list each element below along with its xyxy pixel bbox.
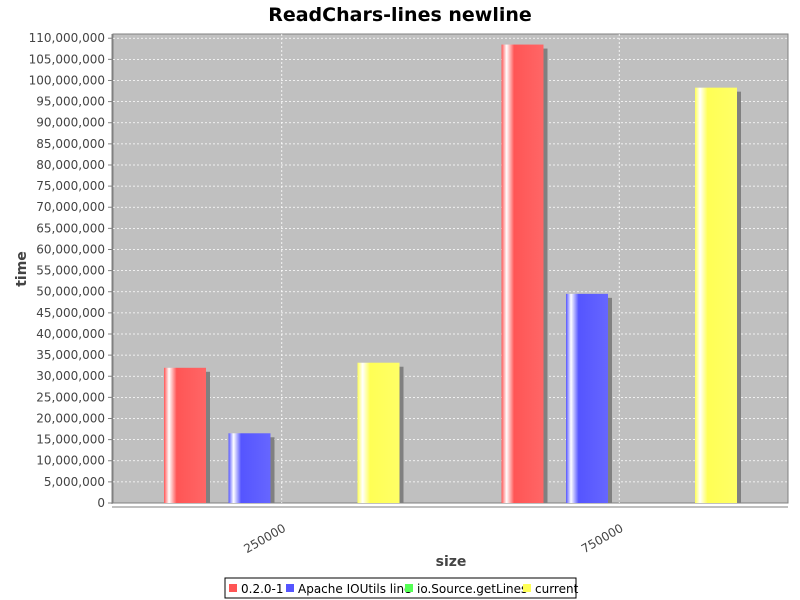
y-tick-label: 5,000,000 [44,475,105,489]
y-tick-label: 30,000,000 [36,369,105,383]
bar [566,293,608,503]
x-tick-label: 750000 [579,521,626,556]
y-tick-label: 110,000,000 [29,31,105,45]
y-tick-label: 75,000,000 [36,179,105,193]
legend-label: 0.2.0-1 [241,582,284,596]
bar [164,367,206,503]
y-tick-label: 40,000,000 [36,327,105,341]
bar [357,362,400,503]
plot-area [112,33,789,504]
y-tick-label: 95,000,000 [36,95,105,109]
y-tick-label: 100,000,000 [29,73,105,87]
y-tick-label: 20,000,000 [36,411,105,425]
y-tick-label: 80,000,000 [36,158,105,172]
grid-lines [113,34,788,503]
y-tick-label: 0 [97,496,105,510]
legend-swatch [286,584,294,592]
legend-swatch [405,584,413,592]
y-tick-label: 60,000,000 [36,242,105,256]
y-tick-label: 55,000,000 [36,264,105,278]
bars-group [164,44,741,504]
y-tick-label: 85,000,000 [36,137,105,151]
chart-title: ReadChars-lines newline [268,4,532,26]
legend-label: current [535,582,579,596]
y-tick-label: 65,000,000 [36,221,105,235]
y-axis-ticks: 0 5,000,000 10,000,000 15,000,000 20,000,000… [29,31,112,510]
x-axis-label: size [436,554,467,570]
legend-box [224,577,577,599]
legend-swatch [229,584,237,592]
y-tick-label: 90,000,000 [36,116,105,130]
y-tick-label: 50,000,000 [36,285,105,299]
legend: 0.2.0-1 Apache IOUtils line io.Source.getL… [224,577,579,599]
legend-label: Apache IOUtils line [298,582,411,596]
bar [695,87,737,503]
bar [228,433,271,503]
y-tick-label: 10,000,000 [36,454,105,468]
y-tick-label: 35,000,000 [36,348,105,362]
y-tick-label: 45,000,000 [36,306,105,320]
y-tick-label: 25,000,000 [36,390,105,404]
y-tick-label: 15,000,000 [36,433,105,447]
y-axis-label: time [14,251,30,287]
legend-swatch [523,584,531,592]
bar [501,44,544,504]
legend-label: io.Source.getLines [417,582,527,596]
x-tick-label: 250000 [241,521,288,556]
y-tick-label: 105,000,000 [29,52,105,66]
x-axis-ticks: 250000 750000 [241,521,625,556]
y-tick-label: 70,000,000 [36,200,105,214]
